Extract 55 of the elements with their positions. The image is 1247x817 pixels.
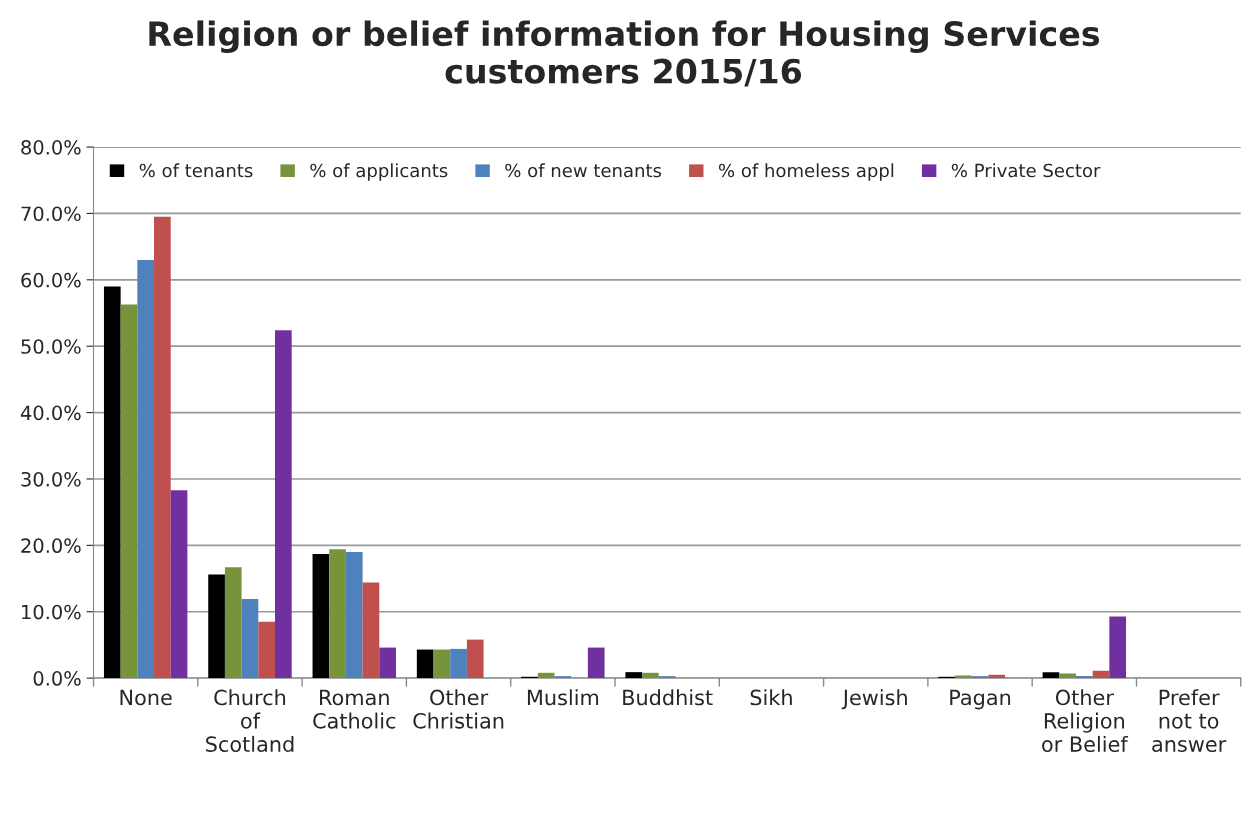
y-tick-label: 10.0% [22,604,81,620]
x-tick-label: Roman Catholic [313,689,396,729]
bar [416,649,434,679]
legend-label: % of homeless appl [718,163,894,181]
x-tick-label: Other Christian [413,689,504,729]
y-tick-label: 0.0% [33,671,81,686]
bar [120,304,138,679]
legend-label: % Private Sector [951,163,1101,178]
bar [1092,670,1110,679]
x-tick-label: Sikh [750,689,792,706]
y-tick-label: 20.0% [21,538,81,554]
y-tick-label: 40.0% [20,405,81,421]
y-tick-label: 30.0% [21,471,81,487]
x-tick-label: Jewish [841,689,907,710]
y-tick-label: 50.0% [21,339,81,354]
bar [625,672,643,679]
x-tick-label: Prefer not to answer [1152,689,1227,752]
bar [1059,673,1076,679]
legend-label: % of applicants [310,163,448,181]
x-tick-label: Church of Scotland [206,689,294,752]
bar [275,330,292,679]
bar [466,639,484,679]
bar [137,259,155,679]
legend-label: % of new tenants [505,163,662,178]
legend-label: % of tenants [139,163,253,178]
x-tick-label: None [120,689,172,706]
bar [154,216,171,679]
bar [345,551,363,679]
bar [537,672,555,679]
bar [312,553,330,679]
bar [955,675,972,679]
bar [433,649,451,679]
x-tick-label: Buddhist [623,689,713,706]
bar [258,621,275,679]
bar [450,648,467,679]
bar [170,490,188,679]
x-tick-label: Pagan [950,689,1011,710]
y-tick-label: 70.0% [21,206,81,222]
bar [208,574,225,679]
y-tick-label: 60.0% [21,272,81,288]
bar [587,647,605,679]
y-tick-label: 80.0% [21,140,81,155]
bar [241,599,259,679]
chart-title: Religion or belief information for Housing Services customers 2015/16 [149,20,1100,87]
bar [362,582,380,679]
bar [1109,616,1127,679]
bar [224,567,242,679]
bar [988,674,1006,679]
bar [103,286,121,679]
bar [642,672,659,679]
x-tick-label: Muslim [527,689,599,706]
bar [329,549,346,679]
bar [1042,672,1060,679]
x-tick-label: Other Religion or Belief [1042,689,1129,752]
bar [379,647,396,679]
